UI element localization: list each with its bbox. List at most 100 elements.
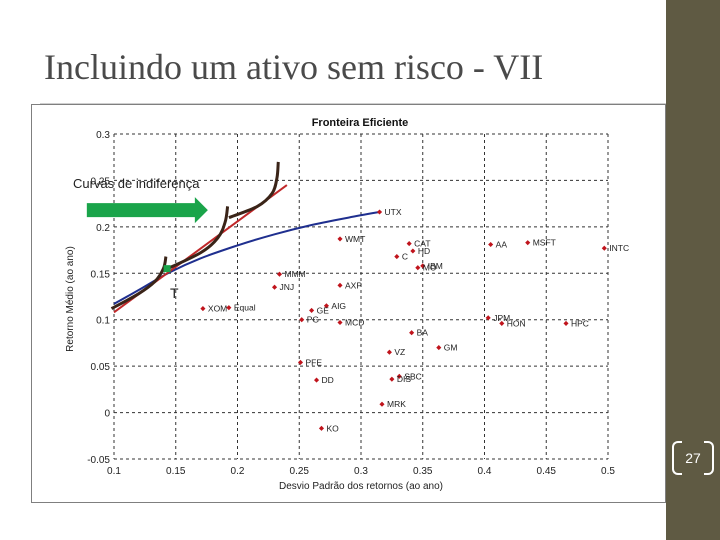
data-point — [488, 241, 494, 248]
point-label: MRK — [387, 399, 406, 409]
y-tick-label: 0.15 — [91, 269, 111, 280]
x-tick-label: 0.1 — [107, 466, 121, 477]
point-label: MO — [423, 263, 437, 273]
point-label: JPM — [493, 313, 510, 323]
page-number: 27 — [685, 450, 701, 466]
point-label: MSFT — [533, 238, 556, 248]
point-label: IBM — [428, 261, 443, 271]
data-point — [415, 265, 421, 271]
chart-title: Fronteira Eficiente — [312, 117, 409, 129]
point-label: DD — [322, 375, 334, 385]
x-tick-label: 0.3 — [354, 466, 368, 477]
efficient-frontier-chart: Fronteira Eficiente 0.1 0.15 0.2 0.25 0.3 0.3… — [65, 117, 629, 492]
page-number-badge: 27 — [670, 441, 716, 477]
data-point — [337, 236, 343, 242]
data-point — [525, 240, 531, 246]
point-label: AA — [496, 240, 508, 250]
data-point — [601, 245, 607, 251]
data-point — [299, 317, 305, 323]
efficient-frontier-curve — [113, 211, 380, 305]
x-axis-ticks: 0.1 0.15 0.2 0.25 0.3 0.35 0.4 0.45 0.5 — [107, 466, 615, 477]
point-label: Equal — [234, 303, 256, 313]
slide-title: Incluindo um ativo sem risco - VII — [44, 47, 544, 87]
data-point — [389, 376, 395, 382]
x-tick-label: 0.15 — [166, 466, 186, 477]
chart-lines — [110, 161, 380, 314]
data-point — [337, 282, 343, 288]
data-point — [410, 248, 416, 254]
data-point — [396, 373, 402, 379]
slide-sidebar — [666, 0, 720, 540]
point-label: CAT — [414, 239, 430, 249]
data-point — [337, 319, 343, 326]
data-point — [409, 330, 415, 336]
point-label: JNJ — [280, 282, 295, 292]
right-bracket — [704, 441, 714, 475]
indifference-curves-label: Curvas de indiferença — [73, 176, 200, 191]
data-point — [309, 307, 315, 313]
data-point — [563, 320, 569, 326]
data-point — [313, 377, 320, 383]
point-label: MCD — [345, 318, 364, 328]
data-point — [379, 401, 385, 407]
point-label: AIG — [331, 301, 346, 311]
indifference-curve — [228, 161, 280, 219]
tangency-point-marker — [163, 265, 171, 273]
tangency-label: T — [170, 285, 179, 301]
point-label: PG — [307, 315, 319, 325]
y-tick-label: 0.25 — [91, 176, 111, 187]
chart-grid — [113, 133, 609, 460]
y-axis-label: Retorno Médio (ao ano) — [65, 246, 76, 352]
y-tick-label: 0.3 — [96, 130, 110, 141]
x-tick-label: 0.25 — [290, 466, 310, 477]
x-tick-label: 0.35 — [413, 466, 433, 477]
y-tick-label: -0.05 — [87, 455, 110, 466]
point-label: HD — [418, 246, 430, 256]
chart-frame: Fronteira Eficiente 0.1 0.15 0.2 0.25 0.3 0.3… — [31, 104, 666, 503]
point-label: XOM — [208, 304, 227, 314]
arrow-shape — [86, 197, 208, 224]
point-label: MMM — [284, 269, 305, 279]
data-point — [394, 254, 400, 260]
y-tick-label: 0.2 — [96, 223, 110, 234]
indifference-curve — [162, 206, 230, 272]
point-label: HON — [507, 318, 526, 328]
x-tick-label: 0.2 — [231, 466, 245, 477]
y-tick-label: 0.1 — [96, 316, 110, 327]
point-label: VZ — [394, 347, 405, 357]
point-label: BA — [417, 328, 429, 338]
data-point — [318, 425, 325, 431]
data-point — [436, 345, 442, 351]
point-label: PFE — [305, 357, 322, 367]
point-label: GM — [444, 343, 458, 353]
point-label: AXP — [345, 280, 362, 290]
point-label: GE — [317, 305, 330, 315]
point-label: SBC — [404, 371, 421, 381]
point-label: C — [402, 252, 408, 262]
y-axis-ticks: 0.3 0.25 0.2 0.15 0.1 0.05 0 -0.05 — [87, 130, 110, 466]
left-bracket — [672, 441, 682, 475]
data-point — [376, 209, 383, 215]
point-label: DIS — [397, 374, 412, 384]
point-label: UTX — [385, 207, 402, 217]
indifference-curve — [110, 256, 168, 310]
data-point — [406, 241, 412, 247]
point-label: HPC — [571, 318, 589, 328]
x-axis-label: Desvio Padrão dos retornos (ao ano) — [279, 481, 443, 492]
data-point — [297, 359, 304, 365]
data-point — [276, 271, 283, 277]
data-point — [386, 349, 392, 355]
x-tick-label: 0.5 — [601, 466, 615, 477]
chart-overlay — [86, 197, 208, 273]
point-label: WMT — [345, 234, 365, 244]
y-tick-label: 0.05 — [91, 362, 111, 373]
data-point — [272, 284, 278, 290]
point-label: INTC — [609, 243, 629, 253]
y-tick-label: 0 — [104, 409, 110, 420]
point-label: KO — [326, 423, 339, 433]
x-tick-label: 0.45 — [537, 466, 557, 477]
data-point — [200, 306, 206, 312]
title-divider — [40, 103, 666, 104]
x-tick-label: 0.4 — [478, 466, 492, 477]
